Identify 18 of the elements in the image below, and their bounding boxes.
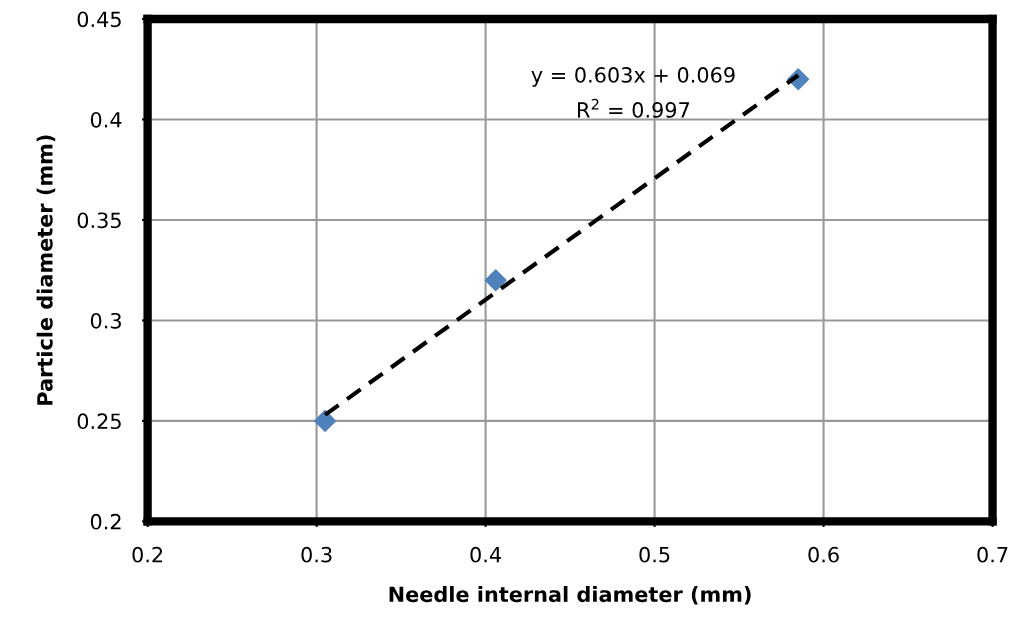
x-tick-label: 0.3 <box>301 546 332 563</box>
y-tick-label: 0.35 <box>77 212 121 229</box>
y-tick-label: 0.3 <box>90 312 121 329</box>
annotation: R$^{2}$ = 0.997 <box>577 98 690 118</box>
annotation: y = 0.603x + 0.069 <box>531 67 735 87</box>
y-tick-label: 0.2 <box>90 513 121 530</box>
point <box>484 269 507 292</box>
y-axis-title: Particle diameter (mm) <box>36 135 56 405</box>
y-tick-label: 0.25 <box>77 413 121 430</box>
point <box>314 409 337 432</box>
x-axis-title: Needle internal diameter (mm) <box>389 586 751 605</box>
x-tick-label: 0.2 <box>132 546 163 563</box>
y-tick-label: 0.45 <box>77 11 121 28</box>
x-tick-label: 0.6 <box>808 546 839 563</box>
x-tick-label: 0.5 <box>639 546 670 563</box>
x-tick-label: 0.4 <box>470 546 501 563</box>
y-tick-label: 0.4 <box>90 111 122 128</box>
x-tick-label: 0.7 <box>977 546 1008 563</box>
